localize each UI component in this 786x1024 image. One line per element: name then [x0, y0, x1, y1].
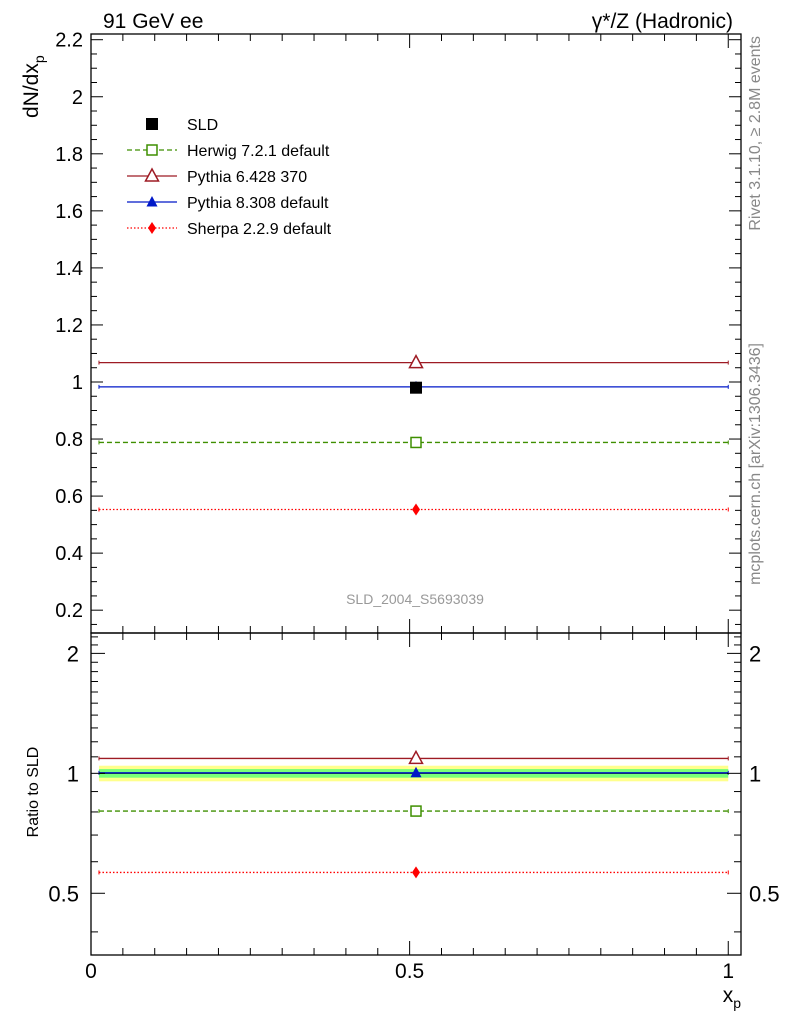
ratio-y-tick-label-left: 1 [67, 761, 79, 786]
main-y-tick-label: 2 [72, 87, 83, 109]
main-panel: 0.2 0.4 0.6 0.8 1 1.2 1.4 1.6 1.8 2 2.2 SLD_2004_S… [20, 30, 742, 634]
main-y-tick-label: 0.2 [55, 600, 83, 622]
ratio-y-tick-label-left: 0.5 [48, 881, 79, 906]
legend-marker-sherpa [148, 222, 156, 234]
main-y-tick-label: 1 [72, 372, 83, 394]
main-y-tick-label: 1.4 [55, 258, 83, 280]
rivet-version-label: Rivet 3.1.10, ≥ 2.8M events [747, 36, 764, 231]
main-sherpa-marker [412, 503, 420, 516]
main-pythia6-marker [408, 354, 424, 369]
x-tick-label: 0 [85, 960, 97, 983]
legend-marker-pythia8 [146, 196, 158, 207]
legend-marker-pythia6 [144, 167, 160, 182]
main-y-tick-label: 2.2 [55, 30, 83, 52]
ratio-panel-frame [90, 632, 742, 956]
main-data-marker [410, 381, 422, 394]
main-y-tick-label: 0.4 [55, 543, 83, 565]
main-y-tick-label: 0.8 [55, 429, 83, 451]
x-axis-title: xp [723, 984, 742, 1011]
main-y-tick-label: 0.6 [55, 486, 83, 508]
header-left-label: 91 GeV ee [103, 10, 203, 33]
main-y-tick-label: 1.2 [55, 315, 83, 337]
ratio-pythia8-marker [410, 766, 422, 778]
ratio-sherpa-marker [412, 866, 420, 879]
legend-entry-pythia6: Pythia 6.428 370 [127, 167, 307, 186]
legend-label-sherpa: Sherpa 2.2.9 default [187, 221, 332, 238]
legend-entry-data: SLD [146, 117, 218, 134]
ratio-herwig-marker [410, 805, 422, 817]
legend-entry-sherpa: Sherpa 2.2.9 default [127, 221, 332, 238]
x-tick-label: 1 [722, 960, 734, 983]
legend-entry-pythia8: Pythia 8.308 default [127, 195, 329, 212]
watermark: SLD_2004_S5693039 [346, 591, 484, 607]
header-right-label: γ*/Z (Hadronic) [592, 10, 733, 33]
legend: SLD Herwig 7.2.1 default Pythia 6.428 370 P… [127, 117, 332, 238]
ratio-y-tick-label-right: 1 [749, 761, 761, 786]
x-axis-label: x [723, 984, 734, 1007]
ratio-y-tick-label-left: 2 [67, 641, 79, 666]
main-y-tick-label: 1.6 [55, 201, 83, 223]
legend-label-data: SLD [187, 117, 218, 134]
ratio-y-tick-label-right: 2 [749, 641, 761, 666]
legend-label-pythia8: Pythia 8.308 default [187, 195, 329, 212]
main-y-axis-title: dN/dxp [20, 55, 47, 118]
main-herwig-marker [410, 436, 422, 449]
main-y-axis-subscript: p [31, 55, 47, 63]
main-y-tick-label: 1.8 [55, 144, 83, 166]
ratio-pythia6-marker [408, 749, 424, 765]
legend-label-herwig: Herwig 7.2.1 default [187, 143, 330, 160]
x-axis-subscript: p [733, 995, 741, 1011]
ratio-y-axis-label: Ratio to SLD [25, 747, 42, 838]
ratio-panel: 0.5 0.5 1 1 2 2 0 0.5 1 Ratio to SLD xp [25, 632, 780, 1011]
legend-label-pythia6: Pythia 6.428 370 [187, 169, 307, 186]
mcplots-label: mcplots.cern.ch [arXiv:1306.3436] [747, 343, 764, 585]
main-y-axis-label: dN/dx [20, 63, 43, 118]
svg-text:dN/dxp: dN/dxp [20, 55, 47, 118]
ratio-y-tick-label-right: 0.5 [749, 881, 780, 906]
legend-entry-herwig: Herwig 7.2.1 default [127, 143, 330, 160]
x-tick-label: 0.5 [395, 960, 424, 983]
legend-marker-herwig [146, 144, 158, 156]
legend-marker-data [146, 118, 158, 130]
